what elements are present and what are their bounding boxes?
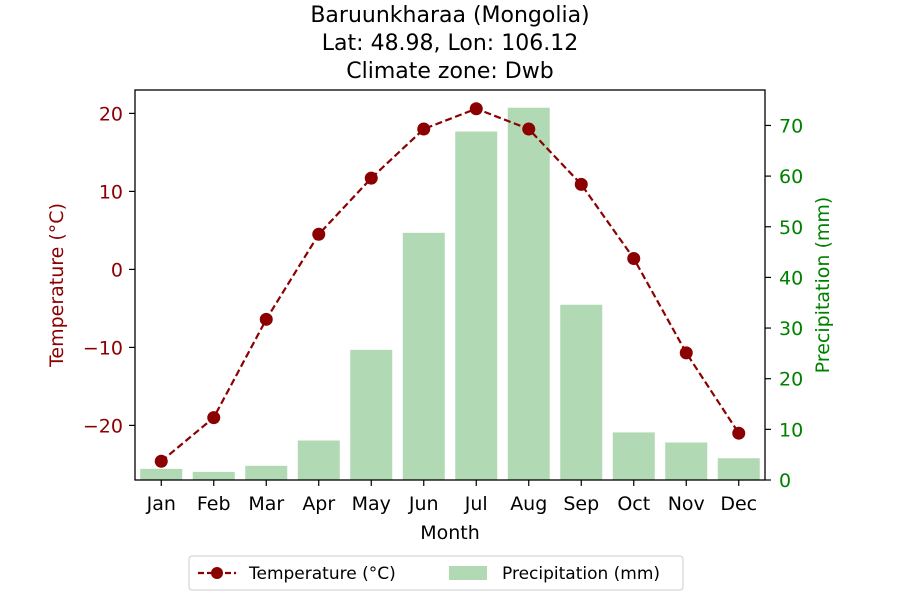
chart-title-line-1: Baruunkharaa (Mongolia) xyxy=(310,3,589,28)
y-right-tick-label: 30 xyxy=(779,318,803,340)
x-axis: Jan Feb Mar Apr May Jun Jul Aug Sep Oct Nov Dec xyxy=(146,480,757,515)
precipitation-bars xyxy=(140,107,760,481)
x-tick-label: Jan xyxy=(146,493,176,515)
temperature-point-dec xyxy=(732,426,746,440)
x-tick-label: Jun xyxy=(408,493,439,515)
temperature-point-mar xyxy=(259,312,273,326)
legend: Temperature (°C) Precipitation (mm) xyxy=(188,555,684,591)
x-tick-label: Dec xyxy=(720,493,757,515)
precipitation-bar-jan xyxy=(140,468,183,480)
x-tick-label: Apr xyxy=(302,493,335,515)
precipitation-bar-apr xyxy=(297,440,340,480)
precipitation-bar-oct xyxy=(612,432,655,480)
precipitation-bar-jun xyxy=(402,232,445,480)
temperature-point-feb xyxy=(207,411,221,425)
y-left-tick-label: 20 xyxy=(99,103,123,125)
temperature-point-jan xyxy=(154,454,168,468)
y-right-tick-label: 50 xyxy=(779,217,803,239)
precipitation-bar-sep xyxy=(560,304,603,480)
legend-precipitation-label: Precipitation (mm) xyxy=(502,564,660,584)
temperature-point-nov xyxy=(679,346,693,360)
y-axis-right-label: Precipitation (mm) xyxy=(812,197,834,374)
x-axis-label: Month xyxy=(420,522,480,544)
precipitation-bar-nov xyxy=(665,442,708,480)
x-tick-label: Jul xyxy=(464,493,488,515)
temperature-point-oct xyxy=(627,251,641,265)
chart-title-line-2: Lat: 48.98, Lon: 106.12 xyxy=(322,31,578,56)
x-tick-label: Sep xyxy=(563,493,599,515)
legend-precipitation-swatch xyxy=(449,566,487,580)
y-right-tick-label: 10 xyxy=(779,419,803,441)
x-tick-label: Feb xyxy=(197,493,231,515)
precipitation-bar-feb xyxy=(192,471,235,480)
y-left-tick-label: 0 xyxy=(111,259,123,281)
precipitation-bar-dec xyxy=(717,458,760,480)
temperature-point-may xyxy=(364,171,378,185)
legend-temperature-marker xyxy=(211,567,223,579)
precipitation-bar-jul xyxy=(455,131,498,480)
y-right-tick-label: 20 xyxy=(779,369,803,391)
y-axis-right: 0 10 20 30 40 50 60 70 xyxy=(765,115,803,492)
temperature-point-aug xyxy=(522,122,536,136)
temperature-point-apr xyxy=(312,227,326,241)
y-right-tick-label: 0 xyxy=(779,470,791,492)
y-right-tick-label: 60 xyxy=(779,166,803,188)
temperature-line xyxy=(154,102,746,468)
temperature-series-line xyxy=(160,107,740,463)
y-left-tick-label: 10 xyxy=(99,181,123,203)
x-tick-label: Nov xyxy=(668,493,705,515)
y-axis-left-label: Temperature (°C) xyxy=(46,203,68,368)
precipitation-bar-mar xyxy=(245,465,288,480)
chart-title-line-3: Climate zone: Dwb xyxy=(346,59,553,84)
y-right-tick-label: 70 xyxy=(779,115,803,137)
y-left-tick-label: −10 xyxy=(83,337,123,359)
temperature-point-jul xyxy=(469,102,483,116)
y-axis-left: −20 −10 0 10 20 xyxy=(83,103,135,437)
legend-temperature-label: Temperature (°C) xyxy=(248,564,396,584)
temperature-point-jun xyxy=(417,122,431,136)
y-left-tick-label: −20 xyxy=(83,415,123,437)
precipitation-bar-may xyxy=(350,349,393,480)
x-tick-label: Mar xyxy=(248,493,284,515)
plot-frame xyxy=(134,89,766,481)
y-right-tick-label: 40 xyxy=(779,267,803,289)
x-tick-label: May xyxy=(352,493,391,515)
legend-box xyxy=(188,555,684,591)
precipitation-bar-aug xyxy=(507,107,550,481)
x-tick-label: Oct xyxy=(617,493,650,515)
x-tick-label: Aug xyxy=(510,493,547,515)
temperature-point-sep xyxy=(574,177,588,191)
